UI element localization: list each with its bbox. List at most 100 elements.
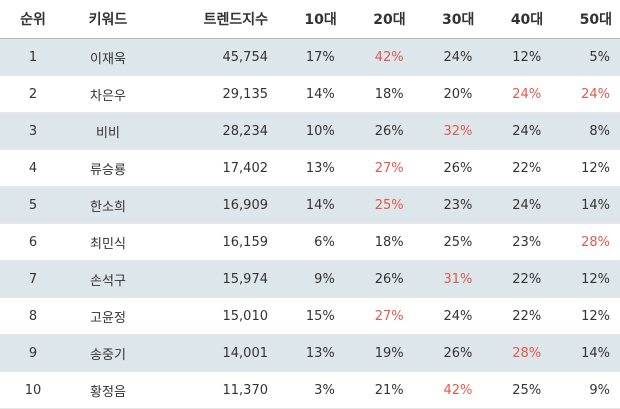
keyword-cell: 한소희: [66, 186, 150, 224]
keyword-cell: 황정음: [66, 371, 150, 409]
table-row: 8 고윤정 15,010 15% 27% 24% 22% 12%: [0, 297, 620, 335]
age-50s-cell: 12%: [551, 297, 620, 335]
age-50s-cell: 14%: [551, 334, 620, 372]
age-10s-cell: 13%: [276, 149, 345, 187]
age-10s-cell: 14%: [276, 75, 345, 113]
keyword-cell: 비비: [66, 112, 150, 150]
header-age-50s: 50대: [551, 0, 620, 39]
age-10s-cell: 15%: [276, 297, 345, 335]
keyword-cell: 송중기: [66, 334, 150, 372]
rank-cell: 10: [0, 371, 66, 409]
age-20s-cell: 19%: [344, 334, 414, 372]
header-age-10s: 10대: [276, 0, 345, 39]
table-row: 5 한소희 16,909 14% 25% 23% 24% 14%: [0, 186, 620, 224]
age-50s-cell: 12%: [551, 260, 620, 298]
age-50s-cell: 5%: [551, 38, 620, 76]
keyword-cell: 이재욱: [66, 38, 150, 76]
age-40s-cell: 23%: [482, 223, 552, 261]
trend-index-cell: 45,754: [150, 38, 276, 76]
age-30s-cell: 24%: [413, 38, 483, 76]
age-40s-cell: 12%: [482, 38, 552, 76]
header-rank: 순위: [0, 0, 66, 39]
table-row: 6 최민식 16,159 6% 18% 25% 23% 28%: [0, 223, 620, 261]
age-40s-cell: 25%: [482, 371, 552, 409]
age-40s-cell: 22%: [482, 260, 552, 298]
age-40s-cell: 24%: [482, 112, 552, 150]
rank-cell: 1: [0, 38, 66, 76]
age-10s-cell: 13%: [276, 334, 345, 372]
age-50s-cell: 14%: [551, 186, 620, 224]
trend-index-cell: 14,001: [150, 334, 276, 372]
table-row: 3 비비 28,234 10% 26% 32% 24% 8%: [0, 112, 620, 150]
trend-index-cell: 29,135: [150, 75, 276, 113]
age-30s-cell: 24%: [413, 297, 483, 335]
age-20s-cell: 42%: [344, 38, 414, 76]
rank-cell: 5: [0, 186, 66, 224]
age-30s-cell: 31%: [413, 260, 483, 298]
age-30s-cell: 20%: [413, 75, 483, 113]
keyword-cell: 손석구: [66, 260, 150, 298]
trend-index-cell: 17,402: [150, 149, 276, 187]
trend-index-cell: 15,974: [150, 260, 276, 298]
age-20s-cell: 27%: [344, 149, 414, 187]
table-row: 9 송중기 14,001 13% 19% 26% 28% 14%: [0, 334, 620, 372]
trend-index-cell: 15,010: [150, 297, 276, 335]
age-50s-cell: 9%: [551, 371, 620, 409]
keyword-cell: 차은우: [66, 75, 150, 113]
age-40s-cell: 24%: [482, 75, 552, 113]
rank-cell: 8: [0, 297, 66, 335]
age-50s-cell: 12%: [551, 149, 620, 187]
age-20s-cell: 27%: [344, 297, 414, 335]
age-10s-cell: 3%: [276, 371, 345, 409]
age-50s-cell: 24%: [551, 75, 620, 113]
age-30s-cell: 23%: [413, 186, 483, 224]
table-row: 7 손석구 15,974 9% 26% 31% 22% 12%: [0, 260, 620, 298]
age-10s-cell: 10%: [276, 112, 345, 150]
age-20s-cell: 18%: [344, 223, 414, 261]
table-body: 1 이재욱 45,754 17% 42% 24% 12% 5% 2 차은우 29,135 14% 18%…: [0, 38, 620, 409]
table-row: 1 이재욱 45,754 17% 42% 24% 12% 5%: [0, 38, 620, 76]
header-row: 순위 키워드 트렌드지수 10대 20대 30대 40대 50대: [0, 0, 620, 39]
header-age-40s: 40대: [482, 0, 552, 39]
age-40s-cell: 24%: [482, 186, 552, 224]
age-20s-cell: 21%: [344, 371, 414, 409]
age-10s-cell: 9%: [276, 260, 345, 298]
age-30s-cell: 32%: [413, 112, 483, 150]
age-40s-cell: 22%: [482, 149, 552, 187]
age-30s-cell: 26%: [413, 149, 483, 187]
keyword-cell: 류승룡: [66, 149, 150, 187]
table-row: 4 류승룡 17,402 13% 27% 26% 22% 12%: [0, 149, 620, 187]
rank-cell: 6: [0, 223, 66, 261]
keyword-cell: 최민식: [66, 223, 150, 261]
age-30s-cell: 42%: [413, 371, 483, 409]
age-40s-cell: 22%: [482, 297, 552, 335]
rank-cell: 2: [0, 75, 66, 113]
header-trend-index: 트렌드지수: [150, 0, 276, 39]
trend-index-cell: 28,234: [150, 112, 276, 150]
age-50s-cell: 28%: [551, 223, 620, 261]
age-10s-cell: 17%: [276, 38, 345, 76]
age-10s-cell: 14%: [276, 186, 345, 224]
age-20s-cell: 18%: [344, 75, 414, 113]
age-20s-cell: 26%: [344, 260, 414, 298]
table-row: 10 황정음 11,370 3% 21% 42% 25% 9%: [0, 371, 620, 409]
rank-cell: 3: [0, 112, 66, 150]
trend-index-cell: 11,370: [150, 371, 276, 409]
keyword-cell: 고윤정: [66, 297, 150, 335]
rank-cell: 7: [0, 260, 66, 298]
header-age-30s: 30대: [413, 0, 483, 39]
age-30s-cell: 26%: [413, 334, 483, 372]
age-30s-cell: 25%: [413, 223, 483, 261]
trend-index-cell: 16,909: [150, 186, 276, 224]
age-50s-cell: 8%: [551, 112, 620, 150]
rank-cell: 9: [0, 334, 66, 372]
rank-cell: 4: [0, 149, 66, 187]
age-20s-cell: 25%: [344, 186, 414, 224]
age-10s-cell: 6%: [276, 223, 345, 261]
age-20s-cell: 26%: [344, 112, 414, 150]
table-row: 2 차은우 29,135 14% 18% 20% 24% 24%: [0, 75, 620, 113]
header-age-20s: 20대: [344, 0, 414, 39]
header-keyword: 키워드: [66, 0, 150, 39]
age-40s-cell: 28%: [482, 334, 552, 372]
